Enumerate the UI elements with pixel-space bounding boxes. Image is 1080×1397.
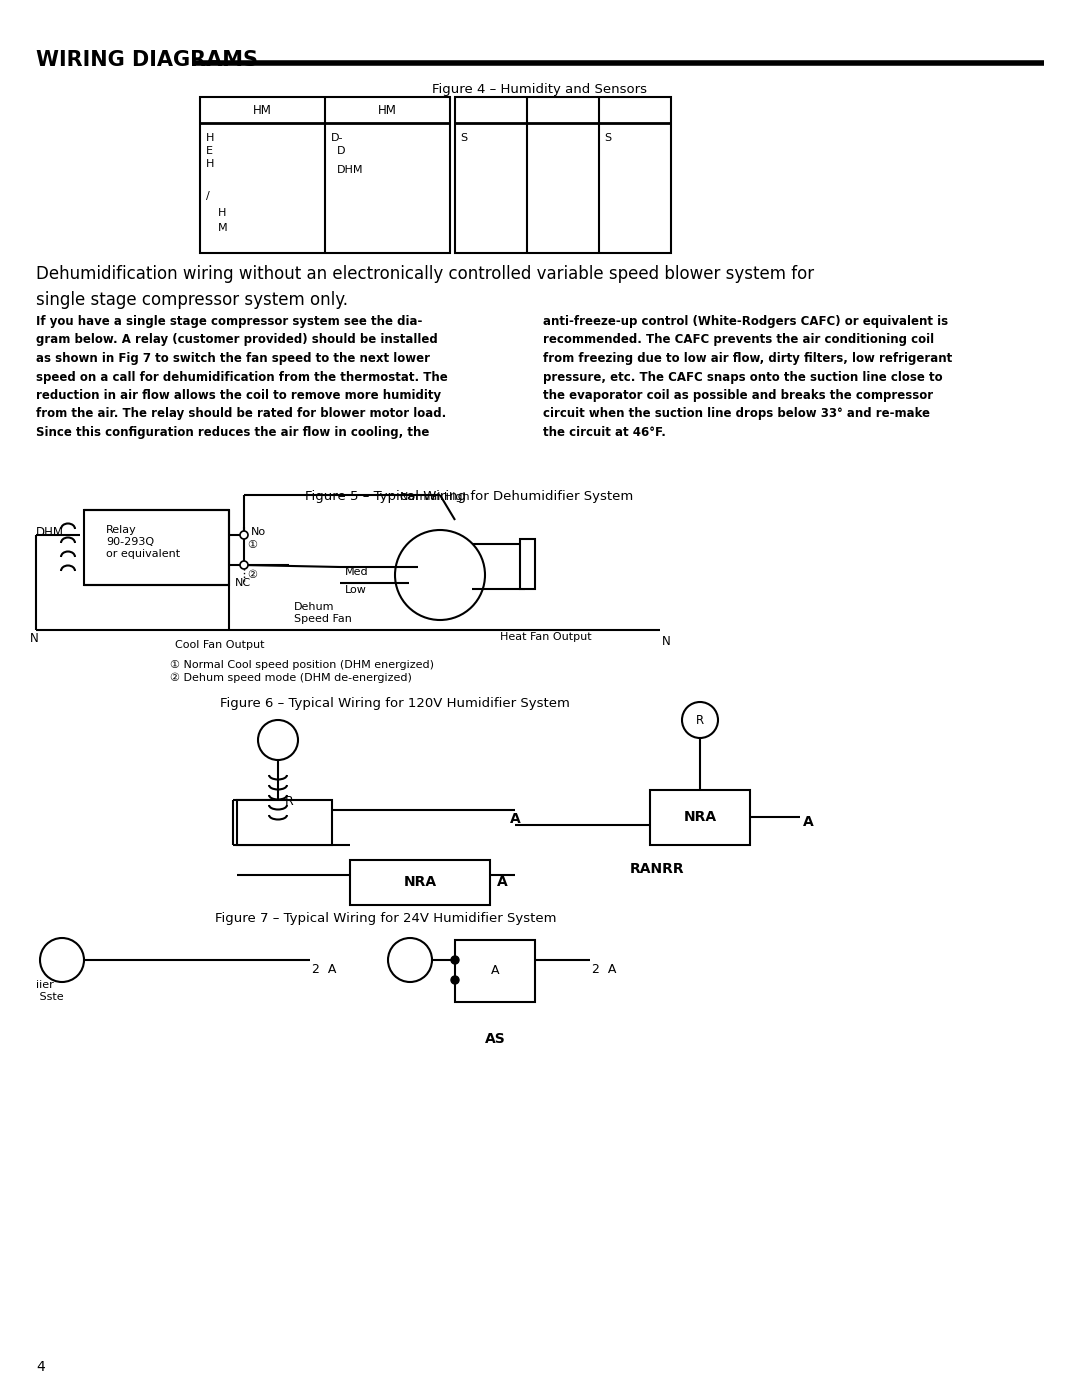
Text: ① Normal Cool speed position (DHM energized): ① Normal Cool speed position (DHM energi… — [170, 659, 434, 671]
Bar — [519, 539, 535, 588]
Text: Heat Fan Output: Heat Fan Output — [500, 631, 592, 643]
Text: RANRR: RANRR — [630, 862, 685, 876]
Text: 4: 4 — [36, 1361, 44, 1375]
Text: NRA: NRA — [684, 810, 716, 824]
Text: Dehumidification wiring without an electronically controlled variable speed blow: Dehumidification wiring without an elect… — [36, 265, 814, 309]
Text: Figure 7 – Typical Wiring for 24V Humidifier System: Figure 7 – Typical Wiring for 24V Humidi… — [215, 912, 556, 925]
Text: Normal High: Normal High — [401, 492, 470, 502]
Circle shape — [240, 562, 248, 569]
Text: DHM: DHM — [337, 165, 364, 175]
Text: WIRING DIAGRAMS: WIRING DIAGRAMS — [36, 50, 258, 70]
Text: S: S — [604, 133, 611, 142]
Text: Sste: Sste — [36, 992, 64, 1002]
Text: Cool Fan Output: Cool Fan Output — [175, 640, 265, 650]
Text: or equivalent: or equivalent — [106, 549, 180, 559]
Text: AS: AS — [485, 1032, 505, 1046]
Text: HM: HM — [378, 103, 397, 116]
Text: anti-freeze-up control (White-Rodgers CAFC) or equivalent is
recommended. The CA: anti-freeze-up control (White-Rodgers CA… — [543, 314, 953, 439]
Circle shape — [388, 937, 432, 982]
Text: No: No — [251, 527, 266, 536]
Text: M: M — [218, 224, 228, 233]
Text: Figure 6 – Typical Wiring for 120V Humidifier System: Figure 6 – Typical Wiring for 120V Humid… — [220, 697, 570, 710]
Bar — [200, 96, 450, 253]
Text: 90-293Q: 90-293Q — [106, 536, 154, 548]
Text: NRA: NRA — [404, 875, 436, 888]
Text: Dehum: Dehum — [294, 602, 335, 612]
Text: S: S — [460, 133, 468, 142]
Text: 2  A: 2 A — [592, 963, 617, 977]
Text: Med: Med — [345, 567, 368, 577]
Text: Relay: Relay — [106, 525, 137, 535]
Circle shape — [451, 977, 459, 983]
Text: H: H — [206, 133, 214, 142]
Circle shape — [451, 956, 459, 964]
Text: R: R — [696, 714, 704, 726]
Text: Speed Fan: Speed Fan — [294, 615, 352, 624]
Text: A: A — [510, 812, 521, 826]
Text: HM: HM — [253, 103, 272, 116]
Bar — [455, 940, 535, 1002]
Bar — [650, 789, 750, 845]
Text: Low: Low — [345, 585, 367, 595]
Text: A: A — [490, 964, 499, 978]
Text: E: E — [206, 147, 213, 156]
Circle shape — [395, 529, 485, 620]
Text: N: N — [30, 631, 39, 645]
Bar — [237, 800, 332, 845]
Text: ①: ① — [247, 541, 257, 550]
Text: R: R — [285, 795, 294, 807]
Text: A: A — [497, 875, 508, 888]
Text: H: H — [206, 159, 214, 169]
Text: A: A — [804, 814, 813, 828]
Text: Figure 4 – Humidity and Sensors: Figure 4 – Humidity and Sensors — [432, 82, 648, 96]
Circle shape — [40, 937, 84, 982]
Text: Figure 5 – Typical Wiring for Dehumidifier System: Figure 5 – Typical Wiring for Dehumidifi… — [305, 490, 633, 503]
Text: ② Dehum speed mode (DHM de-energized): ② Dehum speed mode (DHM de-energized) — [170, 673, 411, 683]
Circle shape — [258, 719, 298, 760]
Text: iier: iier — [36, 981, 54, 990]
Text: N: N — [662, 636, 671, 648]
Text: ②: ② — [247, 570, 257, 580]
Text: /: / — [206, 191, 210, 201]
Circle shape — [240, 531, 248, 539]
Text: H: H — [218, 208, 227, 218]
Text: 2  A: 2 A — [312, 963, 336, 977]
Text: D-: D- — [330, 133, 343, 142]
Text: DHM: DHM — [36, 527, 64, 539]
Bar — [350, 861, 490, 905]
Text: NC: NC — [235, 578, 252, 588]
Text: D: D — [337, 147, 346, 156]
Text: If you have a single stage compressor system see the dia-
gram below. A relay (c: If you have a single stage compressor sy… — [36, 314, 448, 439]
Circle shape — [681, 703, 718, 738]
Bar — [455, 96, 671, 253]
Bar — [84, 510, 229, 585]
